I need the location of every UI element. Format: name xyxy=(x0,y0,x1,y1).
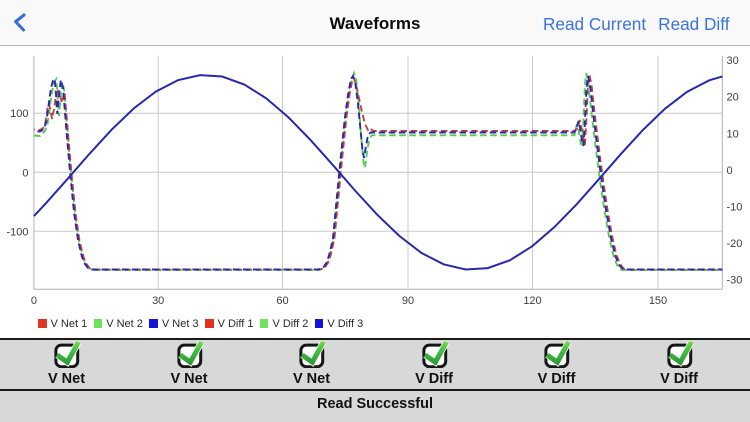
svg-text:100: 100 xyxy=(10,108,28,120)
svg-text:60: 60 xyxy=(276,295,288,307)
svg-text:150: 150 xyxy=(649,295,667,307)
svg-text:30: 30 xyxy=(152,295,164,307)
svg-text:20: 20 xyxy=(727,92,739,104)
svg-text:-20: -20 xyxy=(727,238,743,250)
svg-text:120: 120 xyxy=(523,295,541,307)
svg-text:0: 0 xyxy=(22,167,28,179)
svg-text:-30: -30 xyxy=(727,275,743,287)
svg-text:-100: -100 xyxy=(6,226,28,238)
svg-text:10: 10 xyxy=(727,128,739,140)
svg-text:0: 0 xyxy=(31,295,37,307)
svg-text:0: 0 xyxy=(727,165,733,177)
svg-text:30: 30 xyxy=(727,55,739,67)
svg-text:-10: -10 xyxy=(727,202,743,214)
svg-text:90: 90 xyxy=(402,295,414,307)
